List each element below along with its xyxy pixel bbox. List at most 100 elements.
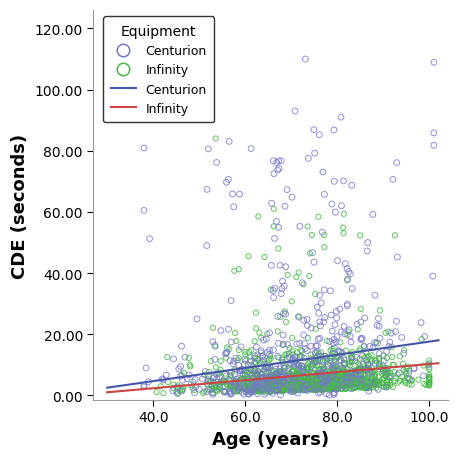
Point xyxy=(348,368,356,375)
Point xyxy=(319,381,326,388)
Point xyxy=(296,377,303,385)
Point xyxy=(278,356,285,364)
Point xyxy=(362,358,369,366)
Point xyxy=(238,389,246,396)
Point xyxy=(319,386,326,393)
Point xyxy=(298,385,305,392)
Point xyxy=(354,371,361,379)
Point xyxy=(285,381,292,388)
Point xyxy=(243,386,251,394)
Point xyxy=(252,325,259,332)
Point xyxy=(275,378,282,385)
Point xyxy=(265,356,273,364)
Point xyxy=(420,333,428,341)
Point xyxy=(338,350,345,357)
Point xyxy=(278,355,285,362)
Point xyxy=(364,378,371,386)
Point xyxy=(353,368,360,375)
Point xyxy=(364,353,372,360)
Point xyxy=(236,367,243,375)
Point xyxy=(283,385,290,392)
Point xyxy=(236,369,243,377)
Point xyxy=(320,385,328,392)
Point xyxy=(349,384,356,392)
Point xyxy=(247,386,255,394)
Point xyxy=(429,142,437,150)
Point xyxy=(317,374,324,381)
Point xyxy=(235,384,243,392)
Point xyxy=(318,372,325,379)
Point xyxy=(377,379,385,386)
Point xyxy=(323,385,330,392)
Point xyxy=(268,382,275,389)
Point xyxy=(305,378,313,385)
Point xyxy=(298,382,305,389)
Point xyxy=(425,375,432,382)
Point xyxy=(203,186,210,194)
Point xyxy=(233,385,240,392)
Point xyxy=(258,370,265,377)
Point xyxy=(370,381,377,388)
Point xyxy=(299,378,307,385)
Point xyxy=(232,375,240,383)
Point xyxy=(248,367,256,375)
Point xyxy=(300,386,308,393)
Point xyxy=(380,375,387,382)
Point xyxy=(277,387,284,395)
Point xyxy=(316,384,324,391)
Point xyxy=(315,380,323,387)
Point xyxy=(241,383,248,391)
Point xyxy=(330,386,338,393)
Point xyxy=(325,379,332,386)
Point xyxy=(274,378,282,386)
Point xyxy=(315,292,323,299)
Point xyxy=(248,386,255,393)
Point xyxy=(303,371,311,379)
Point xyxy=(288,373,296,381)
Point xyxy=(398,373,405,381)
Point xyxy=(303,362,310,369)
Point xyxy=(339,230,347,237)
Point xyxy=(370,372,377,380)
Point xyxy=(212,364,219,371)
Point xyxy=(264,374,272,381)
Point xyxy=(336,306,343,313)
Point xyxy=(270,371,277,379)
Point xyxy=(275,369,282,376)
Point xyxy=(268,380,275,387)
Point xyxy=(315,358,323,365)
Point xyxy=(277,291,284,298)
Point xyxy=(353,326,361,333)
Point xyxy=(341,386,348,393)
Point xyxy=(211,342,218,349)
Point xyxy=(344,328,351,336)
Point xyxy=(254,357,261,364)
Point xyxy=(236,385,243,392)
Point xyxy=(263,385,270,392)
Point xyxy=(356,370,364,378)
Point xyxy=(219,379,226,386)
Point xyxy=(381,365,389,372)
Point xyxy=(290,384,297,391)
Point xyxy=(291,353,299,360)
Point xyxy=(295,380,302,387)
Point xyxy=(244,390,251,397)
Point xyxy=(272,387,280,394)
Point xyxy=(343,380,350,387)
Point xyxy=(213,384,220,391)
Point xyxy=(266,381,273,389)
Point xyxy=(290,361,297,369)
Point xyxy=(296,354,303,361)
Point xyxy=(365,384,373,392)
Point xyxy=(369,381,376,388)
Point xyxy=(274,376,281,383)
Point xyxy=(390,368,397,375)
Point xyxy=(330,373,337,380)
Point xyxy=(311,376,318,383)
Point xyxy=(292,274,299,281)
Point xyxy=(271,370,278,377)
Point xyxy=(282,373,290,380)
Point xyxy=(330,384,337,391)
Point xyxy=(233,384,240,391)
Point xyxy=(357,381,364,388)
